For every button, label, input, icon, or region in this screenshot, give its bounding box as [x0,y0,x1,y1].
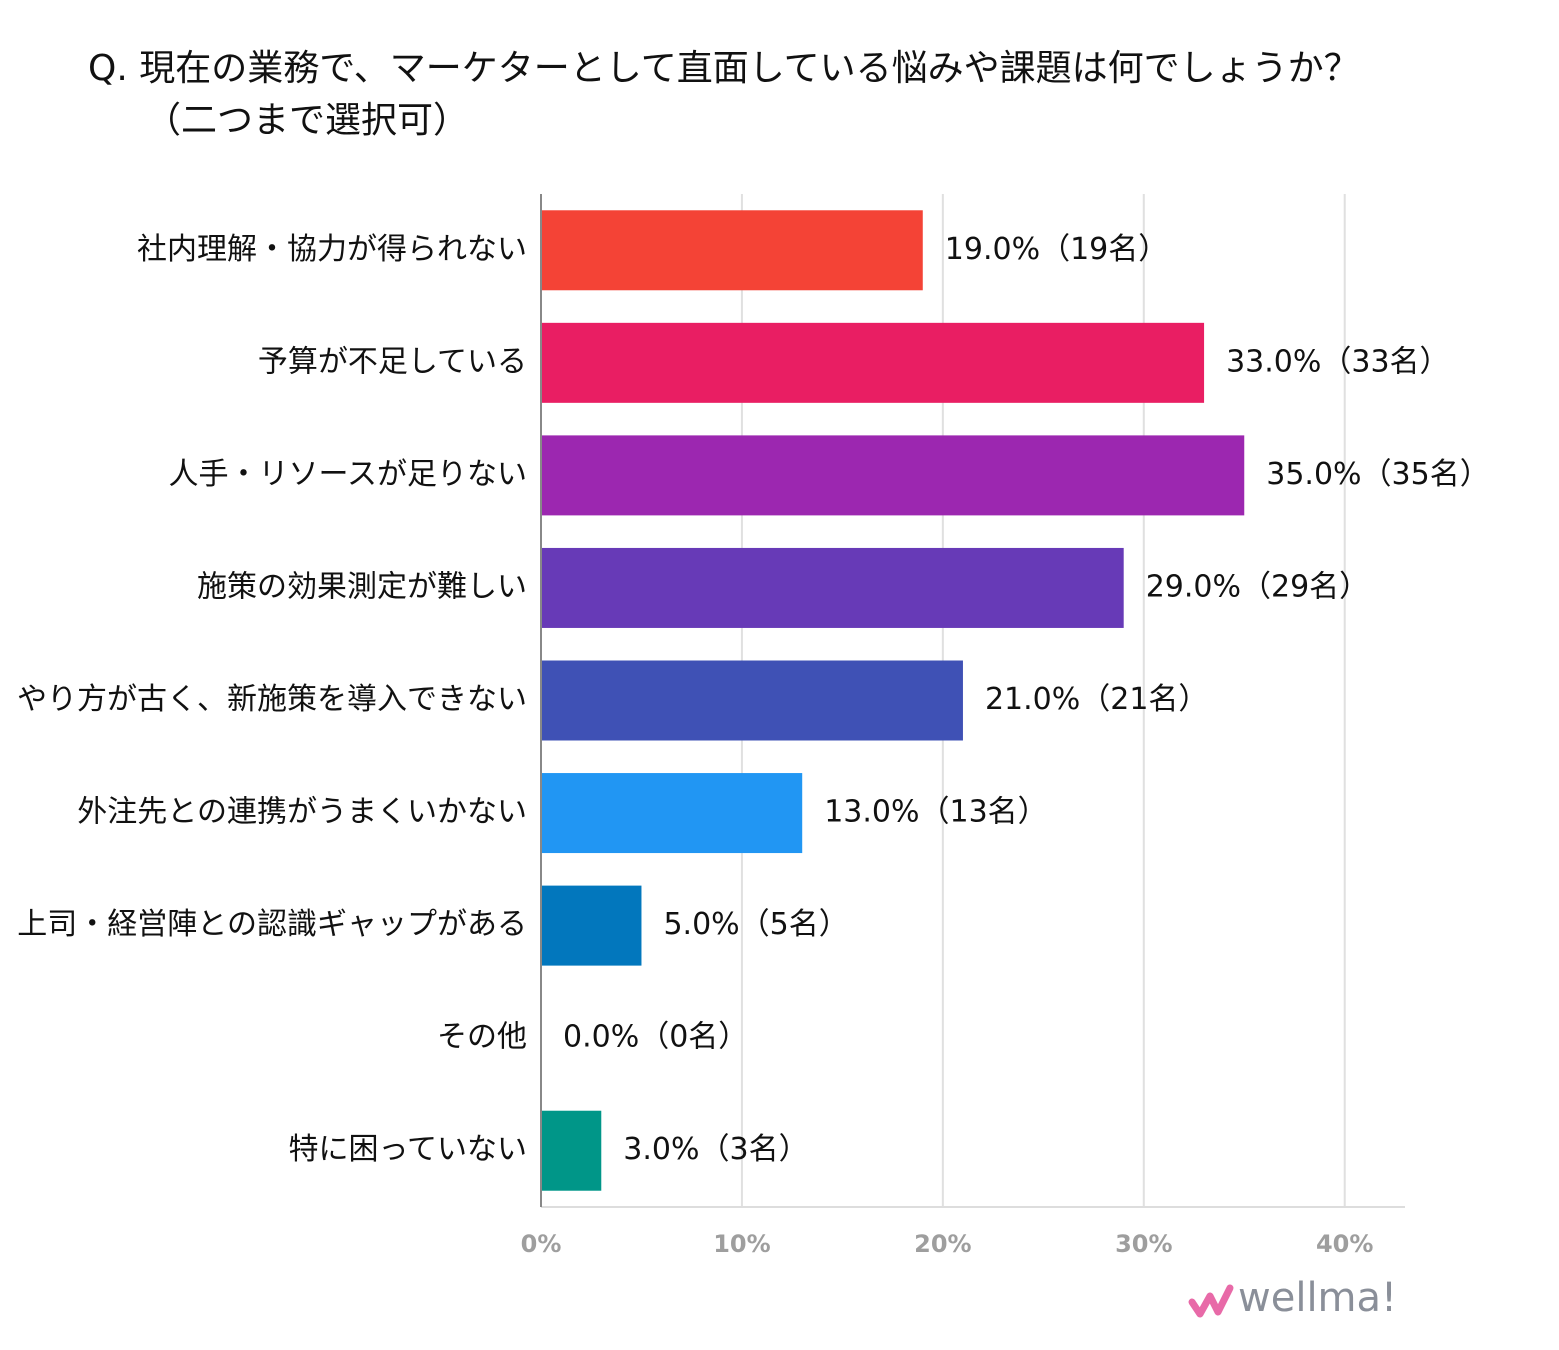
y-tick-label: 予算が不足している [258,344,527,379]
value-label: 19.0%（19名） [945,232,1168,267]
value-label: 5.0%（5名） [663,907,848,942]
bar [541,1110,602,1191]
value-label: 21.0%（21名） [985,682,1208,717]
value-label: 29.0%（29名） [1146,569,1369,604]
y-tick-label: 上司・経営陣との認識ギャップがある [17,907,527,942]
chart-subtitle: （二つまで選択可） [145,100,469,141]
y-tick-label: 施策の効果測定が難しい [197,569,527,604]
logo: wellma! [1188,1275,1397,1321]
bar [541,660,963,741]
chart-title: Q. 現在の業務で、マーケターとして直面している悩みや課題は何でしょうか？ [88,48,1360,89]
logo-icon [1188,1284,1234,1318]
bar [541,885,642,966]
y-tick-label: その他 [437,1020,527,1055]
bar [541,210,923,291]
y-tick-label: 社内理解・協力が得られない [137,232,527,267]
y-tick-label: 人手・リソースが足りない [169,457,528,492]
value-label: 3.0%（3名） [623,1132,808,1167]
x-tick-label: 0% [521,1230,562,1258]
x-tick-label: 40% [1316,1230,1373,1258]
x-tick-label: 10% [713,1230,770,1258]
value-label: 35.0%（35名） [1266,457,1489,492]
y-tick-label: 特に困っていない [289,1132,528,1167]
bar [541,322,1205,403]
logo-text: wellma! [1238,1275,1397,1321]
x-tick-label: 20% [914,1230,971,1258]
y-tick-label: 外注先との連携がうまくいかない [77,795,527,830]
bar [541,435,1245,516]
x-tick-label: 30% [1115,1230,1172,1258]
value-label: 0.0%（0名） [563,1020,748,1055]
bar [541,773,803,854]
value-label: 33.0%（33名） [1226,344,1449,379]
y-tick-label: やり方が古く、新施策を導入できない [17,682,527,717]
value-label: 13.0%（13名） [824,795,1047,830]
bar [541,547,1124,628]
